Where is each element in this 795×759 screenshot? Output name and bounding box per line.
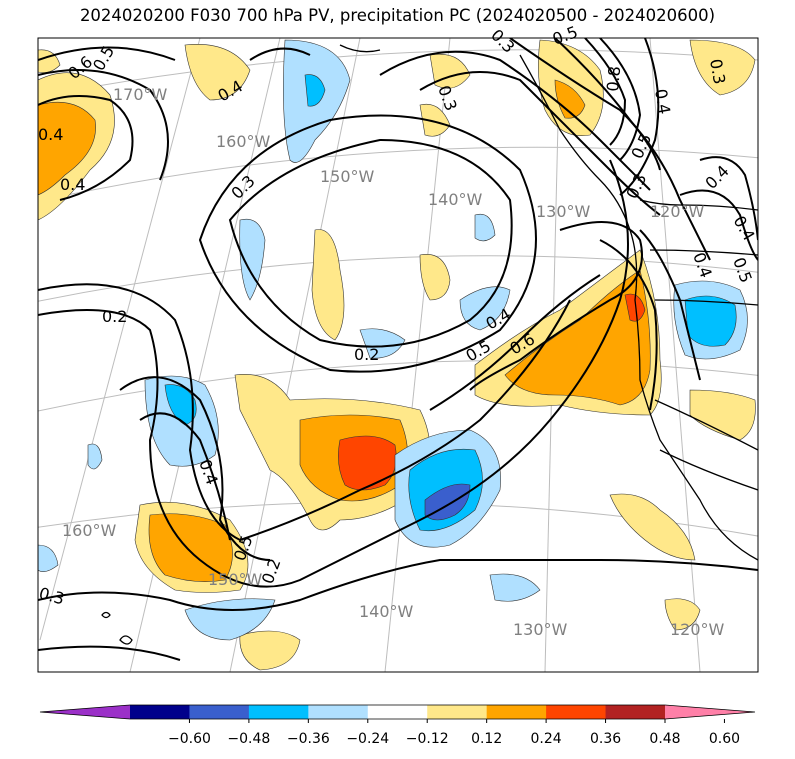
colorbar-tick-label: −0.24 [346,731,390,747]
contour-label: 0.4 [651,87,674,115]
colorbar-tick-label: 0.48 [649,731,681,747]
longitude-gridlines [39,38,701,672]
colorbar-segment [427,705,488,719]
colorbar-segment [189,705,250,719]
colorbar-segment [367,705,428,719]
colorbar-tick-label: 0.36 [589,731,622,747]
lon-label: 130°W [536,202,591,221]
colorbar-extend-low [40,705,130,719]
colorbar-tick-label: −0.48 [227,731,271,747]
colorbar-tick-label: −0.36 [286,731,330,747]
colorbar-segment [486,705,547,719]
lon-label: 160°W [62,521,117,540]
lon-label: 140°W [359,602,414,621]
colorbar-segments [39,704,756,723]
lon-label: 150°W [320,167,375,186]
pv-precipitation-map: 170°W 160°W 150°W 140°W 130°W 120°W 160°… [37,22,759,673]
contour-label: 0.4 [60,175,85,194]
colorbar-tick-label: 0.24 [530,731,562,747]
pv-contours [38,38,758,661]
contour-label: 0.2 [102,307,127,326]
lon-label: 160°W [216,132,271,151]
lon-label: 120°W [670,620,725,639]
colorbar-tick-label: −0.60 [167,731,211,747]
lon-label: 140°W [428,190,483,209]
lon-label: 130°W [513,620,568,639]
colorbar-tick-label: −0.12 [405,731,449,747]
longitude-labels: 170°W 160°W 150°W 140°W 130°W 120°W 160°… [62,85,725,639]
lon-label: 150°W [208,570,263,589]
contour-label: 0.8 [603,65,624,92]
colorbar-tick-label: 0.60 [708,731,741,747]
coastlines [101,44,758,645]
map-title: 2024020200 F030 700 hPa PV, precipitatio… [79,6,716,25]
colorbar-extend-high [665,705,755,719]
lon-label: 170°W [113,85,168,104]
contour-label: 0.3 [706,57,729,85]
lon-label: 120°W [650,202,705,221]
colorbar-segment [546,705,607,719]
colorbar-segment [308,705,369,719]
contour-label: 0.2 [354,345,379,364]
colorbar-tick-label: 0.12 [471,731,503,747]
colorbar-outline [39,704,756,720]
colorbar-segment [248,705,309,719]
colorbar-segment [605,705,666,719]
colorbar-segment [130,705,190,719]
contour-label: 0.4 [38,125,63,144]
